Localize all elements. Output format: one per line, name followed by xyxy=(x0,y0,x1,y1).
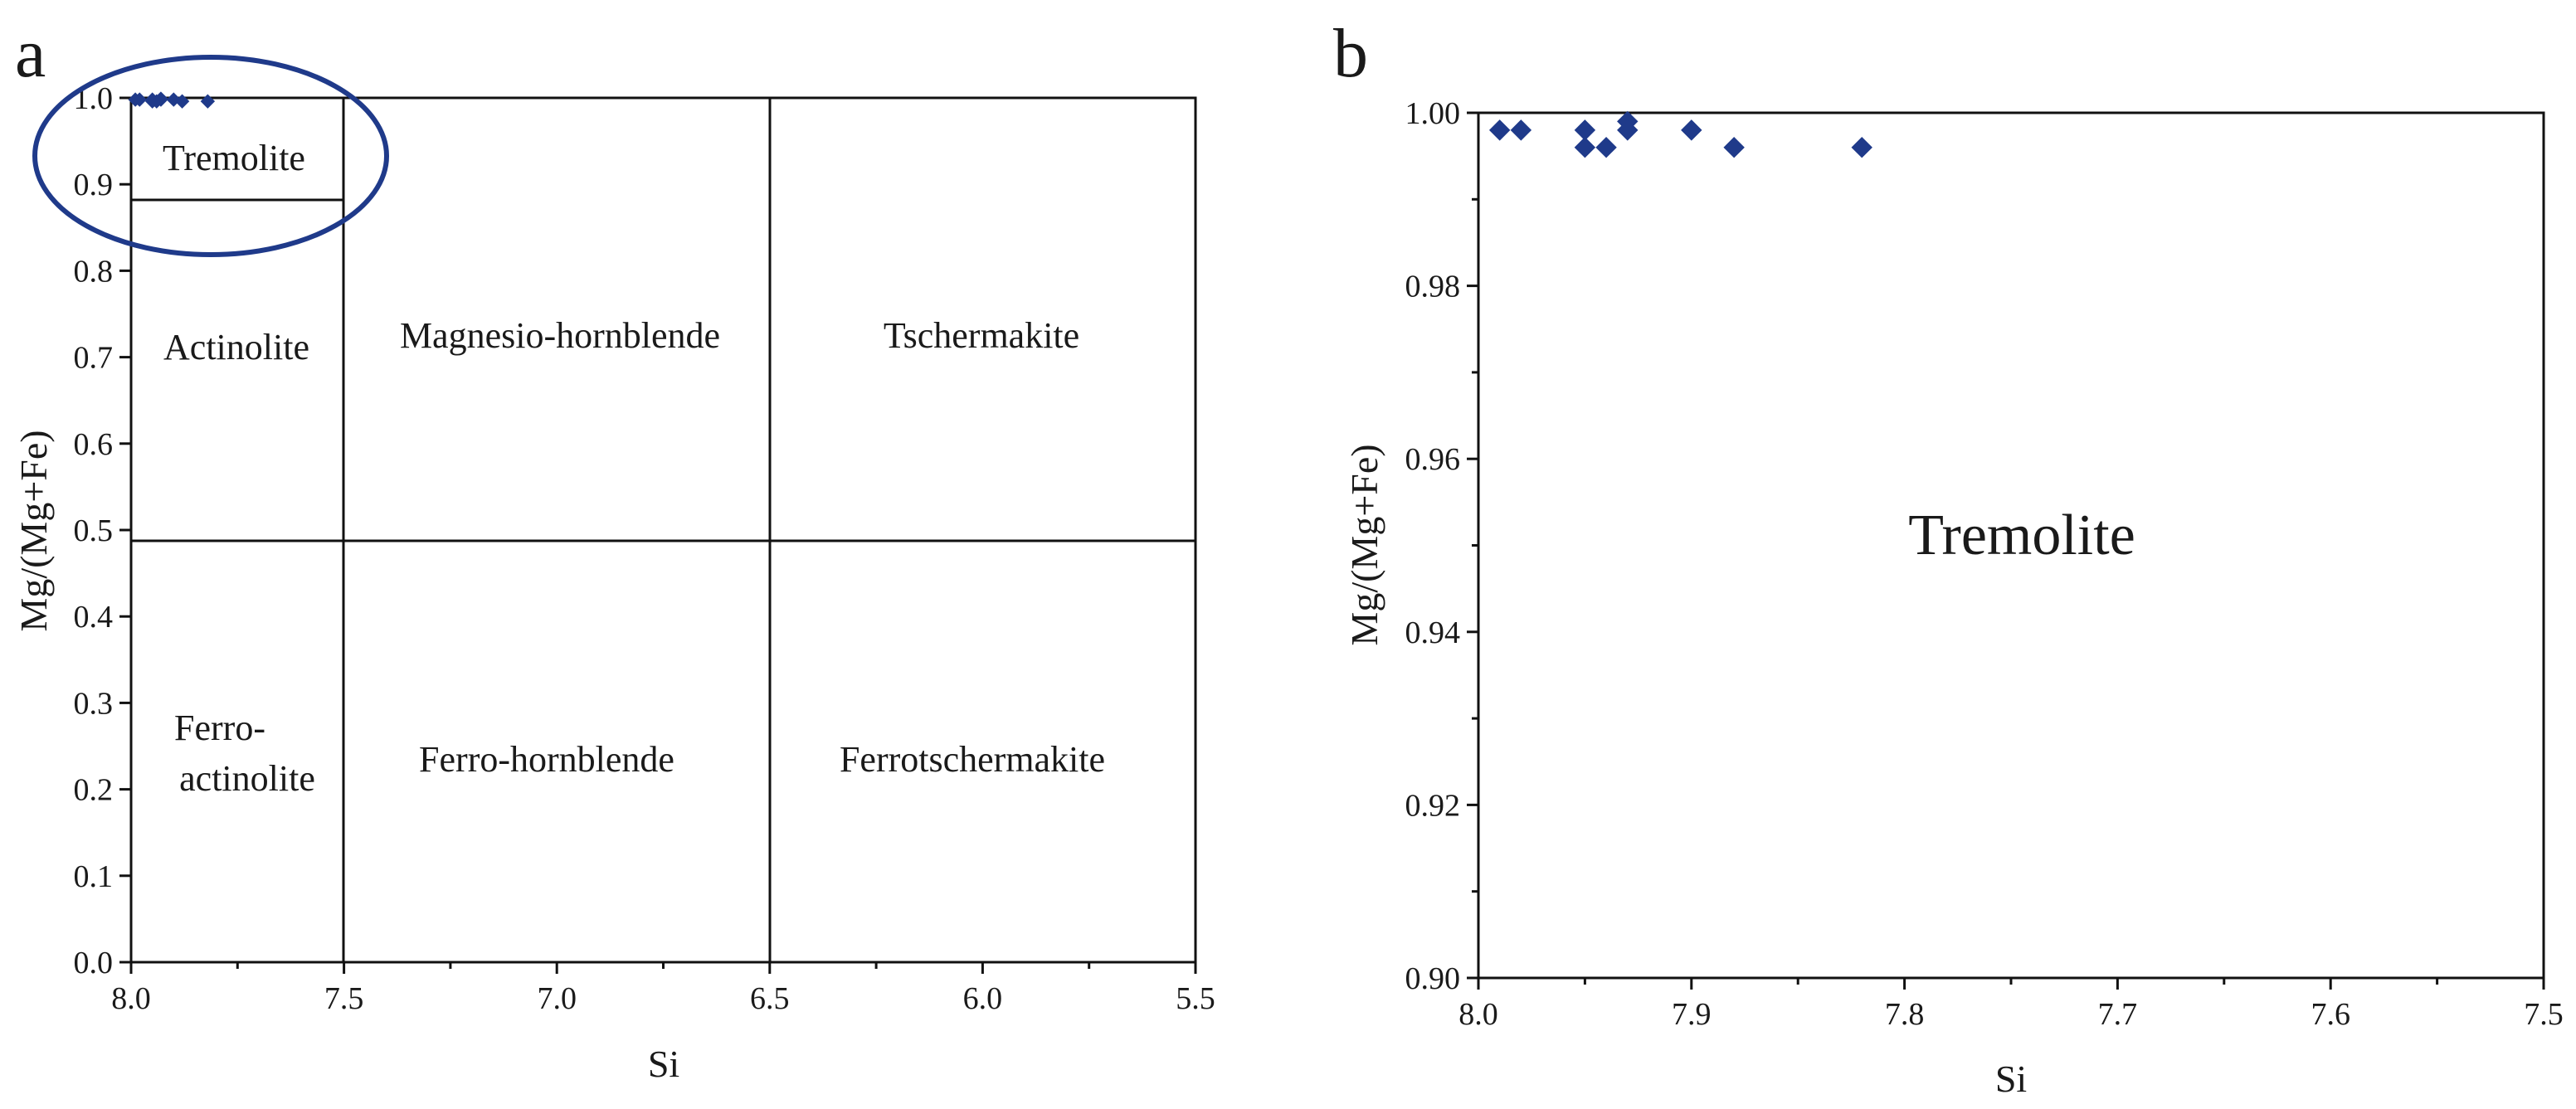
panel-a-y-tick-label: 0.6 xyxy=(74,427,114,462)
panel-b-x-tick-label: 7.6 xyxy=(2311,997,2350,1032)
panel-a-y-tick-label: 1.0 xyxy=(74,81,114,116)
panel-a-y-tick-label: 0.0 xyxy=(74,946,114,980)
region-label-actinolite-2: actinolite xyxy=(179,758,315,799)
panel-b-data-point xyxy=(1488,119,1511,141)
panel-b-data-point xyxy=(1681,119,1702,141)
region-label-actinolite: Actinolite xyxy=(163,327,309,367)
panel-b-x-tick-label: 7.9 xyxy=(1672,997,1712,1032)
panel-a-y-tick-label: 0.3 xyxy=(74,686,114,721)
panel-a-x-tick-label: 5.5 xyxy=(1176,981,1215,1016)
panel-b-data-point xyxy=(1851,137,1872,158)
panel-b-y-tick-label: 0.98 xyxy=(1405,270,1461,304)
panel-a-data-point xyxy=(132,92,147,107)
panel-a-y-tick-label: 0.1 xyxy=(74,859,114,894)
panel-a-y-tick-label: 0.5 xyxy=(74,513,114,548)
panel-b-x-axis-title: Si xyxy=(1995,1058,2027,1100)
highlight-ellipse xyxy=(32,55,389,257)
panel-a-data-point xyxy=(174,94,190,109)
region-label-tschermakite: Tschermakite xyxy=(884,315,1079,356)
panel-a-x-tick-label: 7.5 xyxy=(324,981,364,1016)
panel-a-data-point xyxy=(153,92,168,107)
panel-a-y-tick-label: 0.9 xyxy=(74,168,114,202)
panel-a: a 8.0 7.5 7.0 6.5 6.0 5.5 0.0 0.1 0.2 0.3 0.4 0.5 0.… xyxy=(12,15,1215,1085)
panel-a-x-axis-title: Si xyxy=(648,1043,679,1085)
region-label-tremolite: Tremolite xyxy=(163,138,305,178)
panel-b-data-point xyxy=(1595,137,1617,158)
panel-b-label: b xyxy=(1333,15,1368,92)
panel-b-ticks: 8.0 7.9 7.8 7.7 7.6 7.5 0.90 0.92 0.94 0.96 0.98 1.… xyxy=(1405,96,2564,1032)
region-label-tremolite-b: Tremolite xyxy=(1908,503,2135,567)
panel-b-data-point xyxy=(1510,119,1532,141)
region-label-ferro-hornblende: Ferro-hornblende xyxy=(419,739,674,780)
panel-a-y-axis-title: Mg/(Mg+Fe) xyxy=(12,430,55,631)
region-label-ferrotschermakite: Ferrotschermakite xyxy=(840,739,1105,780)
region-label-ferro: Ferro- xyxy=(174,708,265,748)
panel-a-x-tick-label: 6.0 xyxy=(963,981,1003,1016)
panel-b-y-tick-label: 0.92 xyxy=(1405,788,1461,823)
panel-b-y-tick-label: 1.00 xyxy=(1405,96,1461,131)
panel-a-ticks: 8.0 7.5 7.0 6.5 6.0 5.5 0.0 0.1 0.2 0.3 0.4 0.5 0.6 0… xyxy=(74,81,1215,1016)
panel-b-points xyxy=(1488,110,1872,158)
panel-a-y-tick-label: 0.4 xyxy=(74,600,114,635)
panel-b-y-tick-label: 0.94 xyxy=(1405,615,1461,650)
panel-b-x-tick-label: 7.5 xyxy=(2524,997,2564,1032)
panel-a-data-point xyxy=(200,94,216,109)
panel-b-y-axis-title: Mg/(Mg+Fe) xyxy=(1343,444,1385,645)
panel-a-plot-frame xyxy=(129,96,1197,964)
panel-b-x-tick-label: 7.8 xyxy=(1885,997,1925,1032)
panel-a-x-tick-label: 7.0 xyxy=(537,981,577,1016)
panel-b-data-point xyxy=(1617,119,1639,141)
panel-a-y-tick-label: 0.7 xyxy=(74,341,114,376)
panel-a-points xyxy=(128,91,216,109)
panel-a-x-tick-label: 6.5 xyxy=(750,981,790,1016)
panel-a-y-tick-label: 0.2 xyxy=(74,773,114,808)
panel-b-y-tick-label: 0.90 xyxy=(1405,961,1461,996)
panel-a-x-tick-label: 8.0 xyxy=(111,981,151,1016)
panel-b-data-point xyxy=(1574,137,1596,158)
panel-b-x-tick-label: 8.0 xyxy=(1458,997,1498,1032)
panel-a-label: a xyxy=(15,15,46,92)
panel-b: b 8.0 7.9 7.8 7.7 7.6 7.5 0.90 0.92 0.94 0.96 0.98… xyxy=(1333,15,2564,1100)
panel-a-y-tick-label: 0.8 xyxy=(74,254,114,289)
panel-b-x-tick-label: 7.7 xyxy=(2098,997,2138,1032)
region-label-magnesio-hornblende: Magnesio-hornblende xyxy=(400,315,720,356)
panel-b-data-point xyxy=(1723,137,1745,158)
panel-b-y-tick-label: 0.96 xyxy=(1405,442,1461,477)
